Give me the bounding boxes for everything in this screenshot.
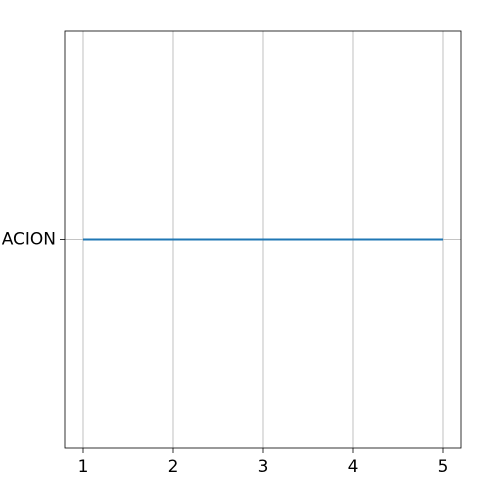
y-tick-label: ACION bbox=[2, 230, 56, 250]
x-tick-label: 3 bbox=[258, 457, 269, 477]
plot-frame bbox=[64, 30, 462, 449]
x-tick-label: 5 bbox=[438, 457, 449, 477]
x-tick-label: 4 bbox=[348, 457, 359, 477]
x-tick-label: 1 bbox=[78, 457, 89, 477]
x-tick-label: 2 bbox=[168, 457, 179, 477]
